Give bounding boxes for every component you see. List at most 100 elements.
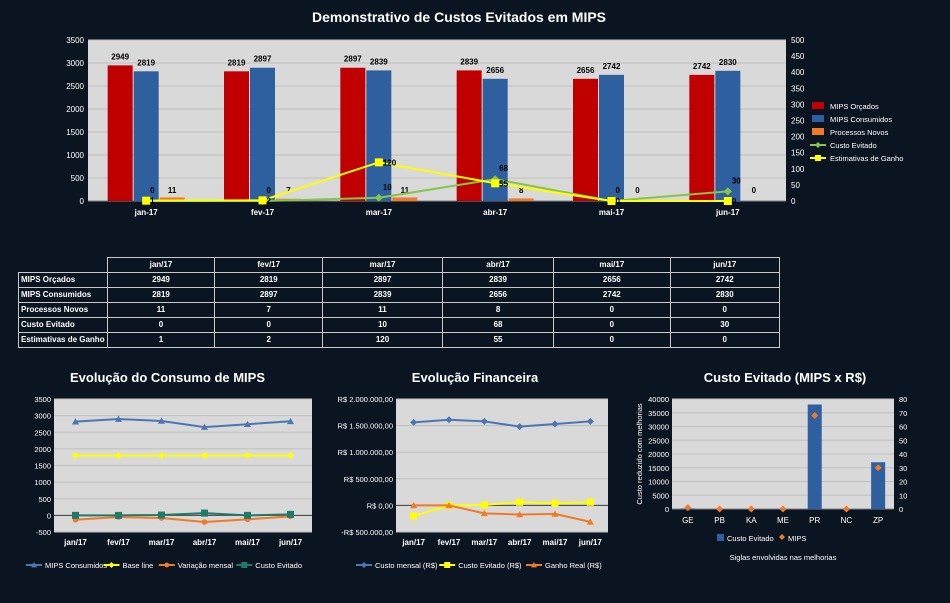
table-cell: 2830 [669,287,781,303]
point-marker [258,196,267,205]
point-marker [374,193,383,202]
table-cell: 2819 [106,287,216,303]
y-tick-label: 0 [665,505,669,514]
point-marker [480,417,488,425]
point-marker [72,418,79,425]
point-marker [115,415,122,422]
table-header-cell: jan/17 [106,257,216,273]
point-marker [410,512,418,520]
y-tick-label: 0 [80,197,85,206]
point-marker [244,511,251,519]
y2-tick-label: 400 [791,68,805,77]
bar [133,71,159,201]
legend-marker [164,562,170,568]
y2-tick-label: 350 [791,84,805,93]
legend-label: Variação mensal [178,561,234,570]
x-tick-label: PR [809,516,820,525]
y-tick-label: 2000 [66,105,84,114]
y2-tick-label: 30 [899,464,907,473]
table-cell: 7 [214,302,324,318]
y-tick-label: 1500 [34,462,51,471]
y-tick-label: 1000 [34,478,51,487]
table-cell: 68 [441,317,555,333]
x-tick-label: abr/17 [508,538,532,547]
legend-marker [779,534,785,540]
chart-custo-evitado: 0 5000 10000 15000 20000 25000 30000 35000 40000… [635,395,907,562]
table-cell: 2819 [214,272,324,288]
point-marker [551,510,559,517]
chart-demonstrativo-title: Demonstrativo de Custos Evitados em MIPS [311,9,607,25]
y-tick-label: 3500 [66,36,84,45]
data-label: 10 [383,183,392,192]
point-marker [586,417,594,425]
legend-label: MIPS Orçados [830,102,879,111]
y-tick-label: 3500 [34,395,51,404]
data-label: 2742 [603,62,621,71]
legend-label: Ganho Real (R$) [545,561,602,570]
legend-marker [815,142,821,148]
y-tick-label: 2500 [66,82,84,91]
y-tick-label: 25000 [648,436,669,445]
row-label: Processos Novos [18,302,108,318]
point-marker [115,511,122,519]
y-tick-label: R$ 1.500.000,00 [338,422,393,431]
point-marker [480,501,488,509]
table-cell: 0 [214,317,324,333]
legend-label: Custo mensal (R$) [375,561,438,570]
point-marker [410,418,418,426]
data-label: 7 [286,186,291,195]
table-cell: 30 [669,317,781,333]
point-marker [201,519,208,525]
x-tick-label: fev/17 [438,538,461,547]
y2-tick-label: 450 [791,52,805,61]
y2-tick-label: 40 [899,450,907,459]
x-tick-label: mai/17 [235,538,260,547]
bar [250,67,275,201]
y2-tick-label: 60 [899,423,907,432]
x-tick-label: KA [746,516,757,525]
legend-swatch [812,115,824,122]
data-label: 0 [616,186,621,195]
x-tick-label: fev/17 [107,538,130,547]
table-cell: 2742 [553,287,671,303]
x-tick-label: jan/17 [63,538,87,547]
data-label: 2656 [486,66,504,75]
table-cell: 0 [553,317,671,333]
x-tick-label: mar/17 [471,538,497,547]
point-marker [516,423,524,431]
x-tick-label: ME [777,516,789,525]
table-cell: 2 [214,332,324,348]
bar [573,78,598,201]
bar [508,198,534,201]
table-cell: 2897 [322,272,443,288]
data-label: 2819 [137,58,155,67]
point-marker [684,504,692,512]
point-marker [516,498,524,506]
data-label: 2819 [228,58,246,67]
legend-marker [531,562,537,568]
legend-label: MIPS Consumidos [45,561,107,570]
table-cell: 0 [553,302,671,318]
point-marker [201,452,208,460]
data-label: 55 [499,179,508,188]
table-cell: 1 [106,332,216,348]
table-cell: 0 [669,332,781,348]
y-tick-label: 500 [38,495,51,504]
point-marker [723,197,732,205]
point-marker [374,158,383,167]
table-row: Processos Novos 11 7 11 8 0 0 [18,302,781,318]
y2-tick-label: 50 [899,436,907,445]
legend-swatch [812,102,824,109]
point-marker [158,511,165,519]
table-cell: 120 [322,332,443,348]
x-tick-label: mai/17 [543,538,568,547]
data-label: 2897 [254,55,272,64]
point-marker [779,505,787,513]
point-marker [287,510,294,518]
bar [159,197,185,201]
y2-tick-label: 20 [899,478,907,487]
data-label: 11 [168,186,177,195]
series-line [413,504,591,523]
data-label: 120 [383,158,397,167]
point-marker [586,498,594,506]
